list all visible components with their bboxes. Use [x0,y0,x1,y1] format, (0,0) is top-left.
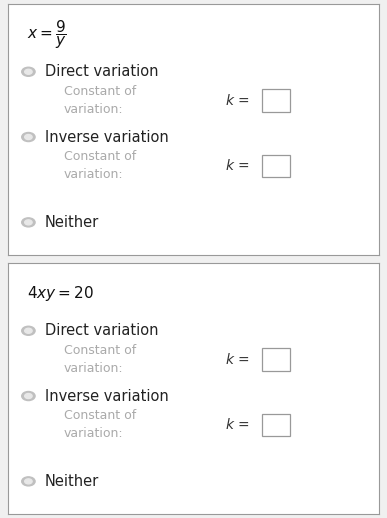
Text: $k$ =: $k$ = [225,418,250,433]
Circle shape [25,328,32,333]
Circle shape [22,392,35,400]
Text: $k$ =: $k$ = [225,93,250,108]
Circle shape [25,479,32,484]
Circle shape [25,394,32,398]
Text: Direct variation: Direct variation [45,323,159,338]
Text: $x = \dfrac{9}{y}$: $x = \dfrac{9}{y}$ [27,18,67,51]
Circle shape [25,69,32,74]
Text: Constant of
variation:: Constant of variation: [63,150,136,181]
Text: $4xy = 20$: $4xy = 20$ [27,284,93,303]
Text: Constant of
variation:: Constant of variation: [63,85,136,116]
Circle shape [25,220,32,225]
FancyBboxPatch shape [262,413,290,436]
Circle shape [22,133,35,141]
FancyBboxPatch shape [262,89,290,112]
Circle shape [22,218,35,227]
Text: $k$ =: $k$ = [225,159,250,174]
Text: Constant of
variation:: Constant of variation: [63,409,136,440]
Text: Constant of
variation:: Constant of variation: [63,344,136,375]
FancyBboxPatch shape [262,154,290,177]
Circle shape [22,326,35,335]
Text: Neither: Neither [45,215,99,230]
Text: Inverse variation: Inverse variation [45,130,169,145]
Circle shape [22,67,35,76]
Text: $k$ =: $k$ = [225,352,250,367]
FancyBboxPatch shape [262,348,290,371]
Circle shape [22,477,35,486]
Text: Neither: Neither [45,474,99,489]
Text: Direct variation: Direct variation [45,64,159,79]
Circle shape [25,135,32,139]
Text: Inverse variation: Inverse variation [45,388,169,404]
